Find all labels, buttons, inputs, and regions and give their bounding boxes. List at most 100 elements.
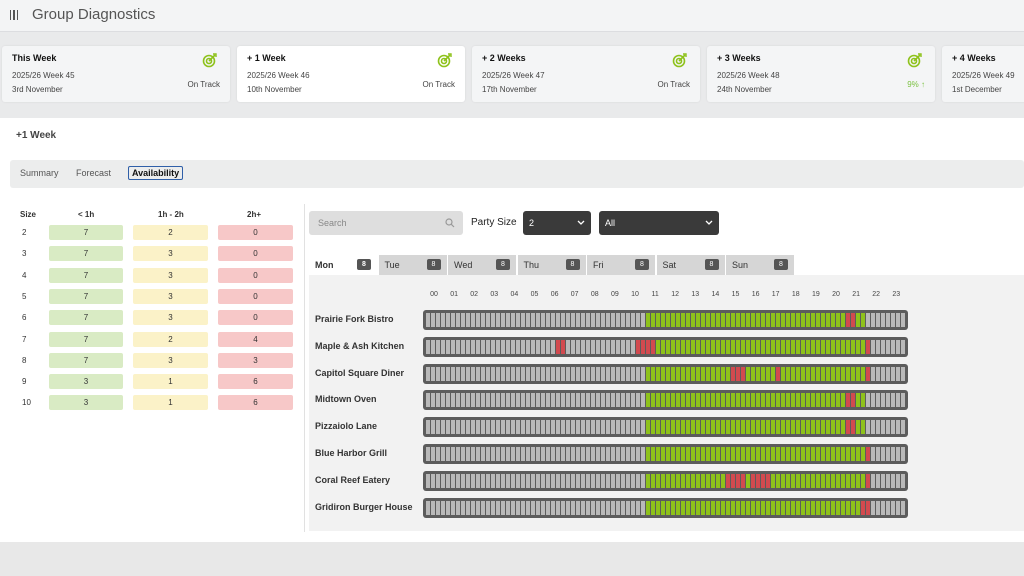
time-slot[interactable]: [726, 420, 730, 434]
time-slot[interactable]: [626, 340, 630, 354]
time-slot[interactable]: [666, 313, 670, 327]
time-slot[interactable]: [876, 367, 880, 381]
time-slot[interactable]: [551, 420, 555, 434]
time-slot[interactable]: [631, 447, 635, 461]
time-slot[interactable]: [476, 474, 480, 488]
time-slot[interactable]: [896, 340, 900, 354]
time-slot[interactable]: [601, 340, 605, 354]
time-slot[interactable]: [511, 393, 515, 407]
time-slot[interactable]: [581, 474, 585, 488]
time-slot[interactable]: [706, 367, 710, 381]
time-slot[interactable]: [786, 367, 790, 381]
time-slot[interactable]: [686, 447, 690, 461]
time-slot[interactable]: [716, 340, 720, 354]
time-slot[interactable]: [741, 420, 745, 434]
time-slot[interactable]: [771, 340, 775, 354]
time-slot[interactable]: [706, 447, 710, 461]
time-slot[interactable]: [666, 367, 670, 381]
time-slot[interactable]: [751, 474, 755, 488]
time-slot[interactable]: [551, 340, 555, 354]
time-slot[interactable]: [741, 474, 745, 488]
week-card[interactable]: + 3 Weeks 2025/26 Week 48 24th November 9% …: [707, 46, 935, 102]
time-slot[interactable]: [861, 447, 865, 461]
time-slot[interactable]: [606, 313, 610, 327]
time-slot[interactable]: [771, 313, 775, 327]
time-slot[interactable]: [751, 340, 755, 354]
time-slot[interactable]: [516, 393, 520, 407]
time-slot[interactable]: [826, 340, 830, 354]
time-slot[interactable]: [521, 313, 525, 327]
time-slot[interactable]: [746, 367, 750, 381]
time-slot[interactable]: [506, 447, 510, 461]
time-slot[interactable]: [826, 367, 830, 381]
time-slot[interactable]: [711, 393, 715, 407]
time-slot[interactable]: [736, 420, 740, 434]
time-slot[interactable]: [841, 420, 845, 434]
time-slot[interactable]: [826, 447, 830, 461]
time-slot[interactable]: [836, 501, 840, 515]
time-slot[interactable]: [866, 420, 870, 434]
time-slot[interactable]: [816, 393, 820, 407]
time-slot[interactable]: [761, 393, 765, 407]
time-slot[interactable]: [566, 474, 570, 488]
time-slot[interactable]: [686, 474, 690, 488]
time-slot[interactable]: [786, 501, 790, 515]
time-slot[interactable]: [446, 474, 450, 488]
time-slot[interactable]: [476, 340, 480, 354]
time-slot[interactable]: [596, 447, 600, 461]
time-slot[interactable]: [721, 313, 725, 327]
time-slot[interactable]: [886, 420, 890, 434]
time-slot[interactable]: [691, 340, 695, 354]
time-slot[interactable]: [766, 420, 770, 434]
time-slot[interactable]: [661, 501, 665, 515]
time-slot[interactable]: [671, 420, 675, 434]
time-slot[interactable]: [726, 367, 730, 381]
time-slot[interactable]: [886, 501, 890, 515]
time-slot[interactable]: [576, 420, 580, 434]
time-slot[interactable]: [886, 340, 890, 354]
time-slot[interactable]: [456, 501, 460, 515]
time-slot[interactable]: [901, 501, 905, 515]
time-slot[interactable]: [546, 340, 550, 354]
time-slot[interactable]: [486, 501, 490, 515]
time-slot[interactable]: [516, 420, 520, 434]
time-slot[interactable]: [786, 474, 790, 488]
time-slot[interactable]: [531, 393, 535, 407]
time-slot[interactable]: [571, 367, 575, 381]
time-slot[interactable]: [596, 367, 600, 381]
time-slot[interactable]: [736, 501, 740, 515]
time-slot[interactable]: [801, 340, 805, 354]
time-slot[interactable]: [781, 501, 785, 515]
time-slot[interactable]: [526, 447, 530, 461]
time-slot[interactable]: [896, 447, 900, 461]
time-slot[interactable]: [491, 447, 495, 461]
time-slot[interactable]: [701, 393, 705, 407]
time-slot[interactable]: [436, 501, 440, 515]
time-slot[interactable]: [806, 447, 810, 461]
time-slot[interactable]: [646, 313, 650, 327]
time-slot[interactable]: [801, 420, 805, 434]
time-slot[interactable]: [791, 474, 795, 488]
time-slot[interactable]: [641, 447, 645, 461]
scope-select[interactable]: All: [599, 211, 719, 235]
time-slot[interactable]: [461, 393, 465, 407]
time-slot[interactable]: [646, 474, 650, 488]
time-slot[interactable]: [526, 313, 530, 327]
time-slot[interactable]: [521, 474, 525, 488]
time-slot[interactable]: [836, 474, 840, 488]
time-slot[interactable]: [456, 367, 460, 381]
time-slot[interactable]: [821, 501, 825, 515]
time-slot[interactable]: [511, 474, 515, 488]
tab-availability[interactable]: Availability: [128, 166, 183, 180]
time-slot[interactable]: [571, 474, 575, 488]
time-slot[interactable]: [641, 474, 645, 488]
time-slot[interactable]: [896, 367, 900, 381]
time-slot[interactable]: [766, 313, 770, 327]
time-slot[interactable]: [876, 340, 880, 354]
time-slot[interactable]: [626, 313, 630, 327]
time-slot[interactable]: [886, 474, 890, 488]
time-slot[interactable]: [556, 340, 560, 354]
time-slot[interactable]: [491, 313, 495, 327]
time-slot[interactable]: [801, 501, 805, 515]
time-slot[interactable]: [676, 313, 680, 327]
